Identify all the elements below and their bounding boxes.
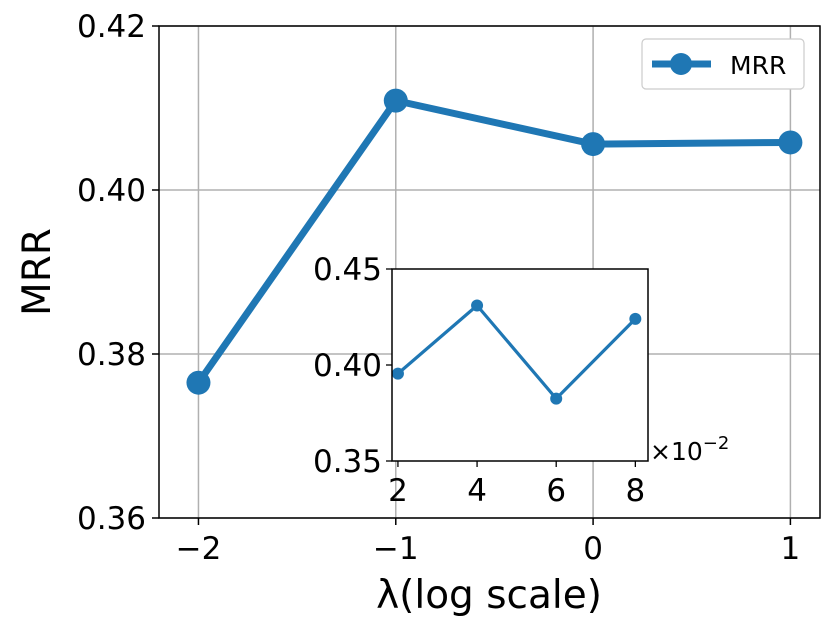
legend-marker-swatch [670, 53, 692, 75]
legend-label-mrr: MRR [730, 51, 786, 80]
inset-series [391, 299, 642, 405]
y-tick-label: 0.36 [77, 501, 146, 537]
inset-y-tick-label: 0.45 [313, 252, 382, 288]
x-tick-label: 1 [781, 531, 801, 567]
inset-background [392, 269, 648, 461]
x-axis-label: λ(log scale) [376, 573, 602, 618]
inset-data-point [391, 367, 404, 380]
mrr-data-point [186, 370, 211, 395]
x-tick-label: −2 [176, 531, 222, 567]
x-tick-label: −1 [373, 531, 419, 567]
inset-y-tick-label: 0.40 [313, 348, 382, 384]
y-tick-label: 0.42 [77, 9, 146, 45]
inset-axis-ticks: 2 4 6 8 0.35 0.40 0.45 [313, 252, 645, 509]
y-tick-label: 0.38 [77, 337, 146, 373]
main-axis-ticks: −2 −1 0 1 0.36 0.38 0.40 0.42 [77, 9, 800, 567]
inset-data-point [550, 392, 563, 405]
inset-data-point [471, 299, 484, 312]
main-series [186, 88, 803, 395]
inset-x-tick-label: 4 [467, 473, 487, 509]
main-plot-frame [158, 25, 821, 519]
mrr-series-line [194, 97, 794, 387]
inset-x-multiplier-exponent: −2 [703, 433, 730, 454]
inset-x-tick-label: 6 [546, 473, 566, 509]
y-axis-label: MRR [15, 228, 60, 316]
legend: MRR [641, 38, 805, 90]
y-tick-label: 0.40 [77, 173, 146, 209]
x-tick-label: 0 [583, 531, 603, 567]
mrr-data-point [778, 130, 803, 155]
inset-y-tick-label: 0.35 [313, 444, 382, 480]
inset-data-point [629, 312, 642, 325]
legend-box [641, 38, 805, 90]
inset-series-line [396, 303, 637, 401]
inset-x-multiplier: ×10−2 [650, 433, 729, 466]
inset-x-tick-label: 8 [625, 473, 645, 509]
mrr-data-point [581, 132, 606, 157]
inset-x-multiplier-base: ×10 [650, 437, 703, 466]
mrr-data-point [383, 88, 408, 113]
inset-x-tick-label: 2 [388, 473, 408, 509]
